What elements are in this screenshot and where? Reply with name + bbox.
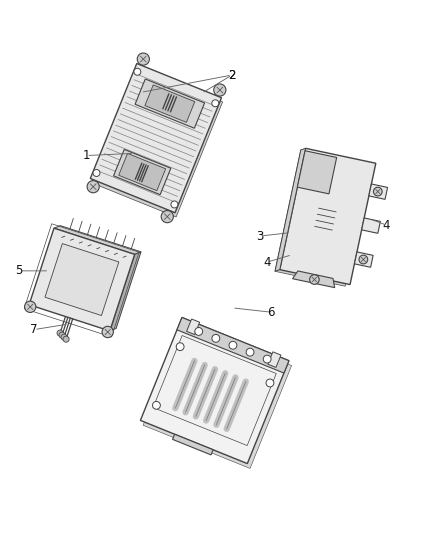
Circle shape bbox=[152, 401, 160, 409]
Circle shape bbox=[212, 334, 220, 342]
Polygon shape bbox=[297, 151, 337, 194]
Polygon shape bbox=[187, 319, 200, 335]
Circle shape bbox=[212, 100, 219, 107]
Circle shape bbox=[176, 343, 184, 351]
Polygon shape bbox=[268, 352, 281, 367]
Polygon shape bbox=[275, 148, 306, 271]
Polygon shape bbox=[143, 322, 292, 469]
Text: 5: 5 bbox=[15, 264, 22, 277]
Polygon shape bbox=[135, 79, 205, 128]
Polygon shape bbox=[280, 148, 376, 285]
Polygon shape bbox=[369, 184, 388, 199]
Circle shape bbox=[137, 53, 149, 65]
Text: 1: 1 bbox=[82, 149, 90, 162]
Circle shape bbox=[102, 326, 113, 337]
Polygon shape bbox=[45, 244, 119, 316]
Polygon shape bbox=[92, 68, 223, 217]
Text: 4: 4 bbox=[383, 219, 390, 232]
Circle shape bbox=[374, 187, 382, 196]
Circle shape bbox=[25, 301, 36, 312]
Polygon shape bbox=[293, 271, 335, 288]
Circle shape bbox=[359, 255, 368, 264]
Polygon shape bbox=[145, 85, 195, 123]
Circle shape bbox=[266, 379, 274, 387]
Text: 2: 2 bbox=[228, 69, 236, 82]
Circle shape bbox=[87, 181, 99, 193]
Polygon shape bbox=[29, 228, 135, 331]
Polygon shape bbox=[354, 252, 373, 267]
Polygon shape bbox=[110, 252, 141, 331]
Circle shape bbox=[63, 336, 69, 342]
Polygon shape bbox=[173, 434, 213, 455]
Circle shape bbox=[229, 341, 237, 349]
Circle shape bbox=[59, 332, 65, 338]
Polygon shape bbox=[177, 318, 289, 373]
Circle shape bbox=[161, 211, 173, 223]
Polygon shape bbox=[362, 218, 380, 233]
Circle shape bbox=[93, 169, 100, 176]
Polygon shape bbox=[113, 149, 171, 195]
Circle shape bbox=[57, 330, 63, 336]
Circle shape bbox=[61, 334, 67, 340]
Text: 6: 6 bbox=[268, 306, 275, 319]
Polygon shape bbox=[119, 154, 166, 191]
Circle shape bbox=[134, 68, 141, 75]
Text: 3: 3 bbox=[257, 230, 264, 243]
Text: 4: 4 bbox=[263, 256, 271, 269]
Polygon shape bbox=[54, 225, 141, 254]
Text: 2: 2 bbox=[228, 69, 236, 82]
Circle shape bbox=[171, 201, 178, 208]
Circle shape bbox=[310, 274, 319, 284]
Text: 7: 7 bbox=[30, 323, 38, 336]
Circle shape bbox=[246, 348, 254, 356]
Polygon shape bbox=[275, 150, 371, 286]
Circle shape bbox=[214, 84, 226, 96]
Polygon shape bbox=[90, 63, 222, 213]
Circle shape bbox=[195, 327, 203, 335]
Polygon shape bbox=[141, 318, 289, 464]
Circle shape bbox=[263, 355, 271, 363]
